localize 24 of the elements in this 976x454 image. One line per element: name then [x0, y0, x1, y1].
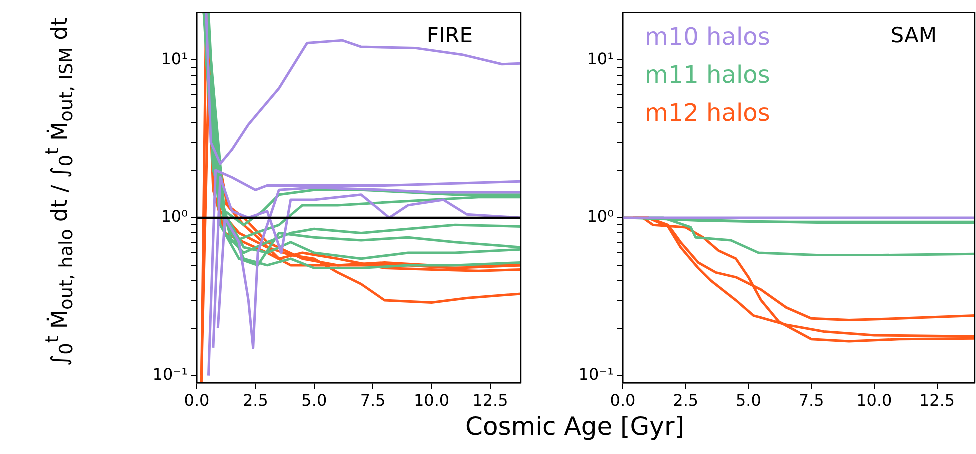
- y-tick-label: 10¹: [587, 49, 614, 68]
- x-tick-label: 12.5: [472, 390, 508, 410]
- x-tick-label: 0.0: [184, 390, 210, 410]
- x-tick-label: 0.0: [610, 390, 636, 410]
- y-tick-label: 10⁻¹: [578, 364, 614, 384]
- annotation: SAM: [890, 24, 937, 48]
- text: m10 halos: [645, 22, 770, 51]
- y-tick-label: 10⁰: [161, 207, 188, 226]
- x-tick-label: 7.5: [360, 390, 386, 410]
- text: m11 halos: [645, 60, 770, 89]
- x-tick-label: 12.5: [919, 390, 956, 410]
- x-tick-label: 10.0: [414, 390, 450, 410]
- x-axis-title: Cosmic Age [Gyr]: [465, 412, 685, 441]
- y-tick-label: 10⁻¹: [152, 364, 188, 384]
- annotation: FIRE: [426, 24, 473, 48]
- x-tick-label: 2.5: [673, 390, 699, 410]
- x-tick-label: 7.5: [798, 390, 824, 410]
- text: m12 halos: [645, 98, 770, 127]
- x-tick-label: 10.0: [856, 390, 892, 410]
- y-tick-label: 10¹: [161, 49, 188, 68]
- x-tick-label: 5.0: [736, 390, 762, 410]
- x-tick-label: 2.5: [242, 390, 268, 410]
- y-tick-label: 10⁰: [587, 207, 614, 226]
- x-tick-label: 5.0: [302, 390, 328, 410]
